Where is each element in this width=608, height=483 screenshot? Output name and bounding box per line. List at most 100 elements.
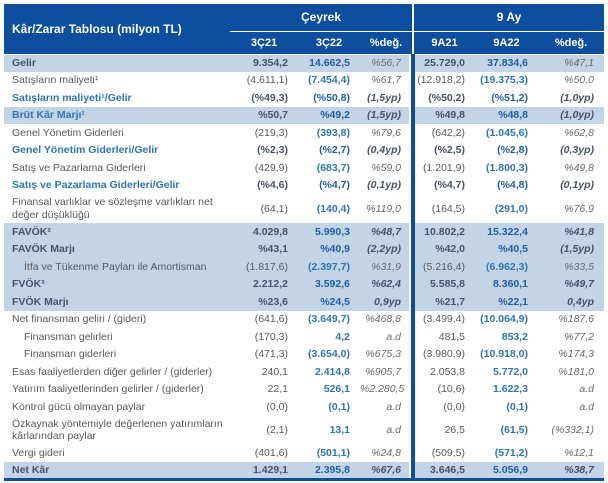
row-label: Gelir xyxy=(4,54,230,72)
col-header-9a21: 9A21 xyxy=(412,31,476,55)
table-row: Brüt Kâr Marjı¹ %50,7 %49,2 (1,5yp) %49,8 %48… xyxy=(4,106,605,124)
table-row: İtfa ve Tükenme Payları ile Amortisman (1… xyxy=(4,258,605,276)
value-cell: 5.585,8 xyxy=(413,275,476,293)
row-label: Satış ve Pazarlama Giderleri/Gelir xyxy=(12,179,180,192)
value-cell: (0,0) xyxy=(266,400,288,413)
value-cell: (291,0) xyxy=(494,202,529,215)
value-cell: %2.280,5 xyxy=(360,380,416,398)
value-cell: (1,5yp) xyxy=(538,240,605,258)
value-cell: 22,1 xyxy=(267,383,288,396)
value-cell: (641,6) xyxy=(254,313,288,326)
profit-loss-table: Kâr/Zarar Tablosu (milyon TL) Çeyrek 9 A… xyxy=(4,4,605,481)
value-cell: (471,3) xyxy=(254,348,288,361)
value-cell: 853,2 xyxy=(501,330,529,343)
value-cell: (393,8) xyxy=(316,126,350,139)
value-cell: a.d xyxy=(579,400,595,413)
value-cell: 5.990,3 xyxy=(298,223,360,241)
value-cell: (%51,2) xyxy=(491,91,529,104)
value-cell: %49,2 xyxy=(298,106,360,124)
row-label: Finansman giderleri xyxy=(24,348,117,361)
value-cell: (0,0) xyxy=(443,400,466,413)
table-row: Satışların maliyeti¹/Gelir (%49,3) (%50,8)… xyxy=(4,89,604,107)
value-cell: %49,7 xyxy=(538,275,605,293)
value-cell: (61,5) xyxy=(500,424,529,436)
table-body: Gelir 9.354,2 14.662,5 %56,7 25.729,0 37.834,… xyxy=(4,54,605,481)
value-cell: (1,5yp) xyxy=(360,106,416,124)
row-label: FVÖK³ xyxy=(4,275,230,293)
value-cell: 8.360,1 xyxy=(475,275,539,293)
value-cell: (%2,7) xyxy=(319,144,350,157)
value-cell: (140,4) xyxy=(316,202,350,215)
value-cell: %56,7 xyxy=(360,54,416,72)
table-row: Satışların maliyeti¹ (4.611,1) (7.454,4) %6… xyxy=(4,71,604,89)
value-cell: %905,7 xyxy=(360,363,416,381)
value-cell: %675,3 xyxy=(360,345,416,363)
value-cell: (0,1yp) xyxy=(360,176,416,194)
value-cell: (170,3) xyxy=(254,330,288,343)
row-label: FAVÖK Marjı xyxy=(4,240,230,258)
value-cell: (5.216,4) xyxy=(413,258,476,276)
table-row: Yatırım faaliyetlerinden gelirler / (gid… xyxy=(4,380,604,398)
table-row: FAVÖK Marjı %43,1 %40,9 (2,2yp) %42,0 %40,5 (1… xyxy=(4,240,605,258)
value-cell: %48,8 xyxy=(475,106,539,124)
value-cell: (7.454,4) xyxy=(307,74,350,87)
value-cell: a.d xyxy=(360,398,416,416)
value-cell: %67,6 xyxy=(360,462,416,481)
value-cell: %49,8 xyxy=(564,161,595,174)
value-cell: (%4,7) xyxy=(434,179,466,192)
value-cell: %22,1 xyxy=(475,293,539,311)
row-label: Kontrol gücü olmayan paylar xyxy=(12,400,146,413)
value-cell: 1.429,1 xyxy=(230,462,298,481)
value-cell: a.d xyxy=(360,415,416,445)
value-cell: (642,2) xyxy=(431,126,466,139)
value-cell: 26,5 xyxy=(444,424,466,436)
value-cell: (19.375,3) xyxy=(480,74,529,87)
value-cell: 9.354,2 xyxy=(230,54,298,72)
row-label: Net Kâr xyxy=(4,462,230,481)
value-cell: 481,5 xyxy=(438,330,466,343)
value-cell: (0,3yp) xyxy=(560,144,595,157)
value-cell: 240,1 xyxy=(261,365,288,378)
group-header-9months: 9 Ay xyxy=(412,4,605,32)
value-cell: (501,1) xyxy=(316,447,350,460)
row-label: FAVÖK² xyxy=(4,223,230,241)
value-cell: (10.918,0) xyxy=(480,348,529,361)
row-label: Genel Yönetim Giderleri/Gelir xyxy=(12,144,159,157)
value-cell: (1.800,3) xyxy=(485,161,529,174)
col-header-9a22: 9A22 xyxy=(475,31,539,55)
value-cell: (429,9) xyxy=(254,161,288,174)
value-cell: 37.834,6 xyxy=(475,54,539,72)
value-cell: %47,1 xyxy=(538,54,605,72)
table-row: Kontrol gücü olmayan paylar (0,0) (0,1) a.d… xyxy=(4,398,604,416)
row-label: Yatırım faaliyetlerinden gelirler / (gid… xyxy=(12,383,204,396)
table-row: Özkaynak yöntemiyle değerlenen yatırımla… xyxy=(4,415,604,445)
value-cell: %41,8 xyxy=(538,223,605,241)
value-cell: (3.649,7) xyxy=(307,313,350,326)
value-cell: a.d xyxy=(579,383,595,396)
value-cell: %62,4 xyxy=(360,275,416,293)
table-row: Satış ve Pazarlama Giderleri (429,9) (683,… xyxy=(4,159,604,177)
table-row: Genel Yönetim Giderleri (219,3) (393,8) %79… xyxy=(4,124,604,142)
value-cell: (1.201,9) xyxy=(422,161,466,174)
value-cell: 3.646,5 xyxy=(413,462,476,481)
value-cell: (683,7) xyxy=(316,161,350,174)
value-cell: 5.772,0 xyxy=(492,365,529,378)
table-row: Vergi gideri (401,6) (501,1) %24,8 (509,5) (5… xyxy=(4,444,604,462)
value-cell: %23,6 xyxy=(230,293,298,311)
value-cell: (1,5yp) xyxy=(360,89,416,107)
row-label: Esas faaliyetlerden diğer gelirler / (gi… xyxy=(12,365,213,378)
value-cell: (1,0yp) xyxy=(538,106,605,124)
table-row: Gelir 9.354,2 14.662,5 %56,7 25.729,0 37.834,… xyxy=(4,54,605,72)
value-cell: (3.499,4) xyxy=(422,313,466,326)
table-row: FVÖK³ 2.212,2 3.592,6 %62,4 5.585,8 8.360,1 %4… xyxy=(4,275,605,293)
value-cell: %40,9 xyxy=(298,240,360,258)
col-header-qdeg: %değ. xyxy=(360,31,414,55)
value-cell: 25.729,0 xyxy=(413,54,476,72)
value-cell: (6.962,3) xyxy=(475,258,539,276)
value-cell: %48,7 xyxy=(360,223,416,241)
value-cell: %24,5 xyxy=(298,293,360,311)
table-row: FVÖK Marjı %23,6 %24,5 0,9yp %21,7 %22,1 0,4yp xyxy=(4,293,605,311)
group-header-quarter: Çeyrek xyxy=(230,4,414,32)
value-cell: (%4,6) xyxy=(257,179,288,192)
row-label: FVÖK Marjı xyxy=(4,293,230,311)
